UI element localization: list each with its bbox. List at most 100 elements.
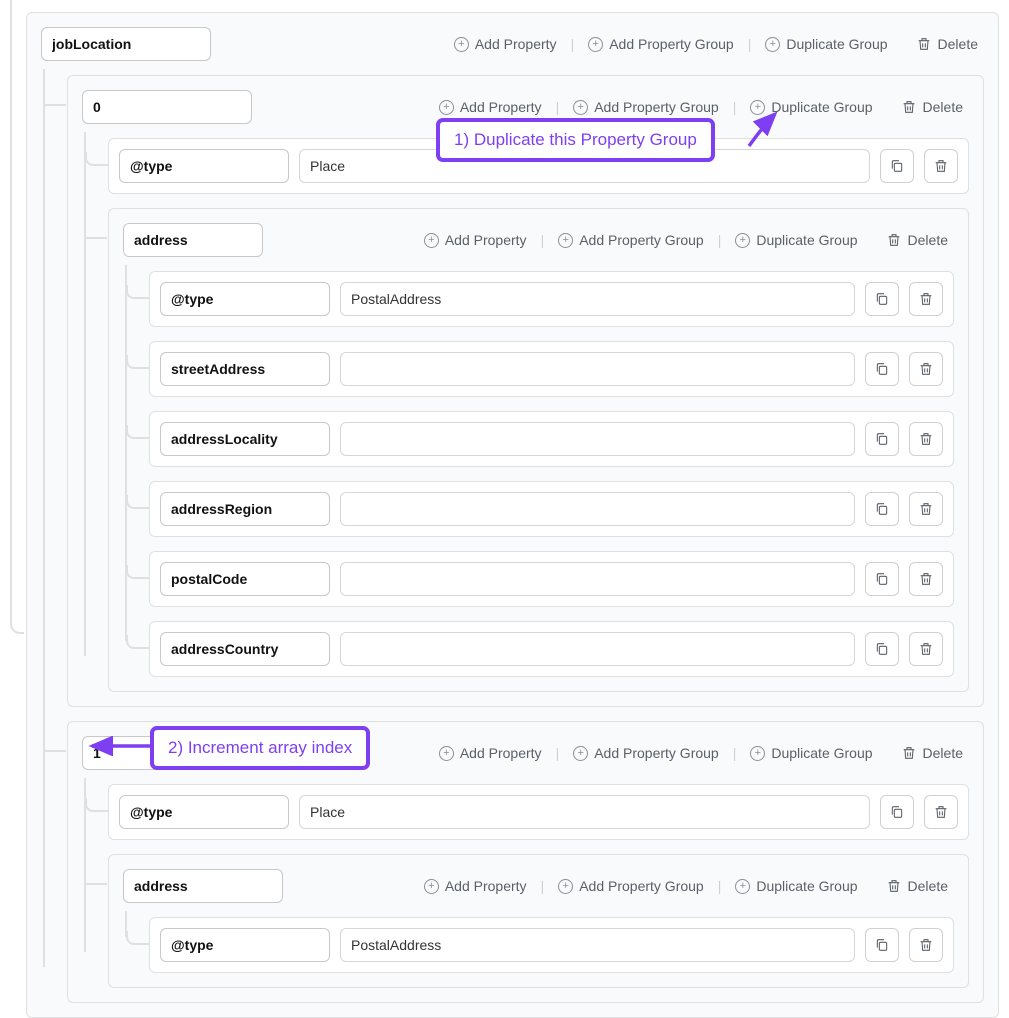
property-value-input[interactable] [299,795,870,829]
action-label: Duplicate Group [771,745,872,761]
add-property-group-button[interactable]: + Add Property Group [567,95,725,119]
copy-property-button[interactable] [880,149,914,183]
copy-icon [874,641,890,657]
action-label: Add Property [475,36,557,52]
property-value-input[interactable] [340,928,855,962]
property-row [149,917,954,973]
property-group-joblocation: + Add Property | + Add Property Group | … [26,12,999,1018]
copy-icon [889,158,905,174]
delete-button[interactable]: Delete [880,874,954,898]
group-key-input[interactable] [41,27,211,61]
copy-property-button[interactable] [865,562,899,596]
trash-icon [918,571,934,587]
group-header: + Add Property | + Add Property Group | … [41,27,984,61]
property-row [149,481,954,537]
trash-icon [916,36,932,52]
group-children [123,271,954,677]
copy-property-button[interactable] [865,632,899,666]
group-key-input[interactable] [123,223,263,257]
add-property-button[interactable]: + Add Property [433,741,548,765]
delete-property-button[interactable] [909,632,943,666]
add-property-group-button[interactable]: + Add Property Group [567,741,725,765]
tree-connector [10,0,24,634]
delete-property-button[interactable] [909,492,943,526]
property-key-input[interactable] [160,562,330,596]
separator: | [733,745,737,761]
property-key-input[interactable] [119,795,289,829]
duplicate-group-button[interactable]: + Duplicate Group [729,874,863,898]
property-key-input[interactable] [160,632,330,666]
copy-icon [874,571,890,587]
action-label: Add Property [445,232,527,248]
action-label: Delete [908,232,948,248]
delete-property-button[interactable] [909,282,943,316]
action-label: Add Property Group [579,878,704,894]
duplicate-group-button[interactable]: + Duplicate Group [729,228,863,252]
trash-icon [886,878,902,894]
action-label: Delete [923,99,963,115]
array-index-input[interactable] [82,736,252,770]
copy-property-button[interactable] [865,352,899,386]
delete-button[interactable]: Delete [895,95,969,119]
plus-circle-icon: + [424,879,439,894]
property-value-input[interactable] [340,632,855,666]
separator: | [556,745,560,761]
add-property-group-button[interactable]: + Add Property Group [552,874,710,898]
array-item-group-1: 2) Increment array index + Add P [67,721,984,1003]
copy-property-button[interactable] [865,928,899,962]
delete-button[interactable]: Delete [880,228,954,252]
delete-property-button[interactable] [909,928,943,962]
trash-icon [901,99,917,115]
copy-property-button[interactable] [865,282,899,316]
property-key-input[interactable] [160,422,330,456]
plus-circle-icon: + [439,100,454,115]
plus-circle-icon: + [558,233,573,248]
property-value-input[interactable] [340,282,855,316]
separator: | [541,232,545,248]
property-value-input[interactable] [340,562,855,596]
delete-property-button[interactable] [924,149,958,183]
duplicate-group-button[interactable]: + Duplicate Group [744,95,878,119]
delete-property-button[interactable] [909,562,943,596]
property-key-input[interactable] [160,928,330,962]
property-value-input[interactable] [340,492,855,526]
property-group-address: + Add Property | + Add Property Group | … [108,854,969,988]
copy-property-button[interactable] [865,492,899,526]
delete-button[interactable]: Delete [895,741,969,765]
group-header: + Add Property | + Add Property Group | … [123,869,954,903]
property-group-address: + Add Property | + Add Property Group | … [108,208,969,692]
group-key-input[interactable] [123,869,283,903]
plus-circle-icon: + [439,746,454,761]
copy-property-button[interactable] [865,422,899,456]
property-key-input[interactable] [160,282,330,316]
property-key-input[interactable] [160,352,330,386]
copy-property-button[interactable] [880,795,914,829]
property-value-input[interactable] [299,149,870,183]
add-property-button[interactable]: + Add Property [418,874,533,898]
plus-circle-icon: + [558,879,573,894]
property-value-input[interactable] [340,352,855,386]
delete-button[interactable]: Delete [910,32,984,56]
add-property-button[interactable]: + Add Property [448,32,563,56]
copy-icon [874,361,890,377]
delete-property-button[interactable] [909,422,943,456]
plus-circle-icon: + [573,746,588,761]
plus-circle-icon: + [454,37,469,52]
add-property-group-button[interactable]: + Add Property Group [552,228,710,252]
action-label: Add Property Group [594,745,719,761]
action-label: Duplicate Group [756,232,857,248]
property-key-input[interactable] [119,149,289,183]
add-property-button[interactable]: + Add Property [418,228,533,252]
add-property-group-button[interactable]: + Add Property Group [582,32,740,56]
trash-icon [918,937,934,953]
group-children: + Add Property | + Add Property Group | … [82,138,969,692]
delete-property-button[interactable] [924,795,958,829]
property-key-input[interactable] [160,492,330,526]
property-value-input[interactable] [340,422,855,456]
delete-property-button[interactable] [909,352,943,386]
action-label: Duplicate Group [771,99,872,115]
duplicate-group-button[interactable]: + Duplicate Group [744,741,878,765]
array-index-input[interactable] [82,90,252,124]
duplicate-group-button[interactable]: + Duplicate Group [759,32,893,56]
add-property-button[interactable]: + Add Property [433,95,548,119]
